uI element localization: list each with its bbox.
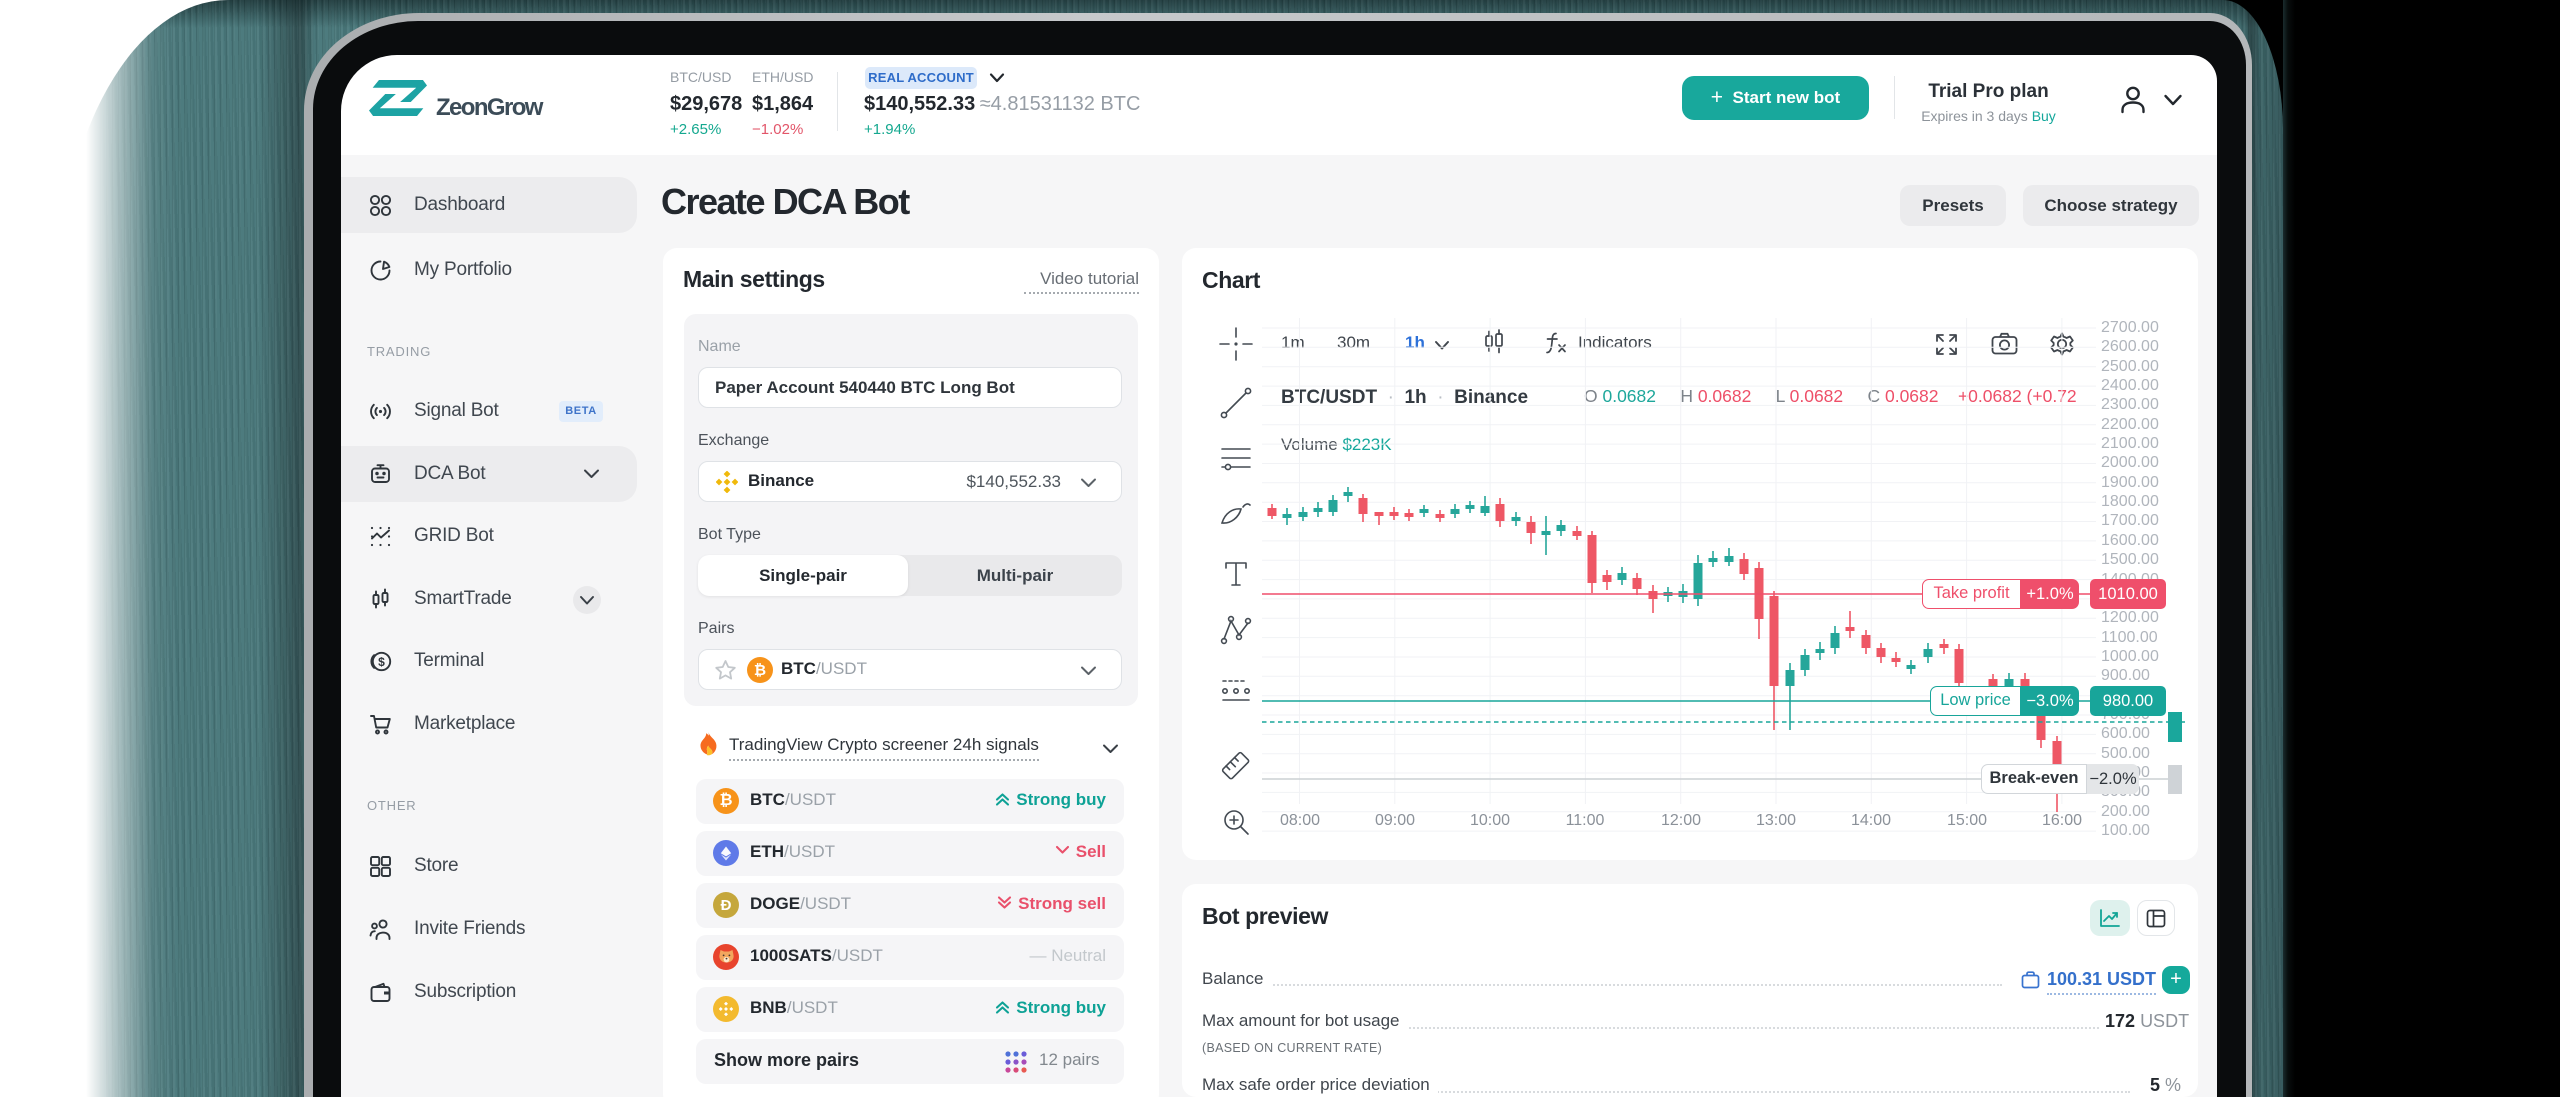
svg-text:$: $ [378, 655, 385, 669]
